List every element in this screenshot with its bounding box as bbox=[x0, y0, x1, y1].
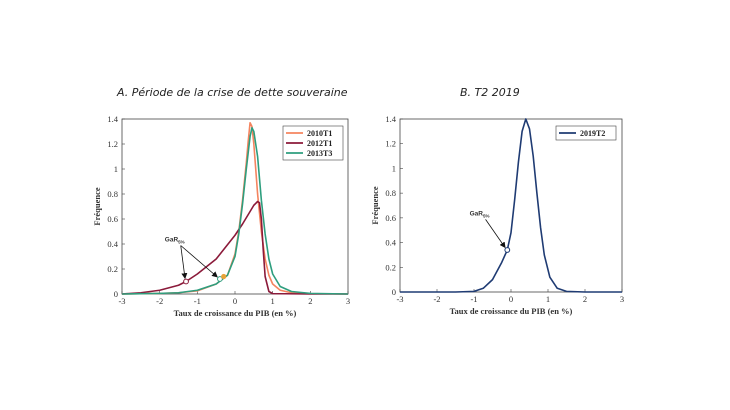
x-tick-label: 2 bbox=[308, 296, 312, 306]
annotation-label: GaR5% bbox=[165, 237, 185, 245]
series-line-2012T1 bbox=[121, 200, 348, 295]
gar-marker-2012T1 bbox=[183, 278, 189, 285]
x-tick-label: 3 bbox=[620, 294, 624, 304]
y-tick-label: 1 bbox=[114, 164, 118, 174]
legend-label-2012T1: 2012T1 bbox=[307, 139, 332, 148]
y-tick-label: 0.6 bbox=[107, 214, 118, 224]
series-line-2019T2 bbox=[400, 118, 622, 293]
legend-label-2010T1: 2010T1 bbox=[307, 129, 332, 138]
x-tick-label: 2 bbox=[583, 294, 587, 304]
y-tick-label: 0.6 bbox=[385, 213, 396, 223]
y-tick-label: 1.2 bbox=[385, 139, 396, 149]
y-tick-label: 1 bbox=[392, 163, 396, 173]
annotation-label: GaR5% bbox=[470, 210, 490, 218]
x-axis-label: Taux de croissance du PIB (en %) bbox=[174, 308, 297, 318]
annotation-arrow bbox=[180, 245, 218, 278]
annotation-arrow bbox=[485, 219, 506, 249]
gar-marker-2019T2 bbox=[504, 247, 511, 253]
y-tick-label: 0 bbox=[392, 287, 396, 297]
annotation-subscript: 5% bbox=[178, 240, 185, 245]
gar-marker-extra bbox=[221, 273, 227, 280]
x-tick-label: 1 bbox=[271, 296, 275, 306]
x-tick-label: -2 bbox=[433, 294, 440, 304]
y-tick-label: 0 bbox=[114, 289, 118, 299]
y-tick-label: 0.2 bbox=[107, 264, 118, 274]
y-tick-label: 0.8 bbox=[107, 189, 118, 199]
panel-a-chart: -3 -2 -1 0 1 2 3 0 0.2 0.4 0.6 0.8 1 1.2 1.4 Taux de cr… bbox=[92, 114, 350, 318]
y-tick-label: 0.2 bbox=[385, 262, 396, 272]
annotation-arrow bbox=[180, 245, 188, 280]
legend-label-2013T3: 2013T3 bbox=[307, 149, 332, 158]
legend-box bbox=[555, 125, 617, 141]
plot-frame bbox=[399, 118, 623, 293]
x-tick-label: -3 bbox=[396, 294, 403, 304]
y-axis-label: Fréquence bbox=[370, 186, 380, 224]
x-tick-label: 1 bbox=[546, 294, 550, 304]
x-tick-label: 0 bbox=[509, 294, 513, 304]
annotation-subscript: 5% bbox=[483, 213, 490, 218]
y-tick-label: 1.2 bbox=[107, 139, 118, 149]
y-axis-label: Fréquence bbox=[92, 187, 102, 225]
x-tick-label: 0 bbox=[233, 296, 237, 306]
x-tick-label: -1 bbox=[194, 296, 201, 306]
y-tick-label: 0.4 bbox=[385, 238, 396, 248]
panel-b-chart: -3 -2 -1 0 1 2 3 0 0.2 0.4 0.6 0.8 1 1.2 1.4 Taux de cr… bbox=[370, 114, 624, 316]
panel-b-title: B. T2 2019 bbox=[460, 86, 520, 99]
legend-label-2019T2: 2019T2 bbox=[580, 129, 605, 138]
y-tick-label: 0.8 bbox=[385, 188, 396, 198]
y-tick-label: 1.4 bbox=[385, 114, 396, 124]
gar-marker-2013T3 bbox=[217, 276, 223, 282]
x-tick-label: -1 bbox=[470, 294, 477, 304]
panel-a-title: A. Période de la crise de dette souverai… bbox=[116, 86, 348, 99]
series-line-2013T3 bbox=[121, 126, 349, 295]
y-tick-label: 0.4 bbox=[107, 239, 118, 249]
y-tick-label: 1.4 bbox=[107, 114, 118, 124]
x-tick-label: 3 bbox=[346, 296, 350, 306]
x-axis-label: Taux de croissance du PIB (en %) bbox=[450, 306, 573, 316]
x-tick-label: -2 bbox=[156, 296, 163, 306]
x-tick-label: -3 bbox=[118, 296, 125, 306]
